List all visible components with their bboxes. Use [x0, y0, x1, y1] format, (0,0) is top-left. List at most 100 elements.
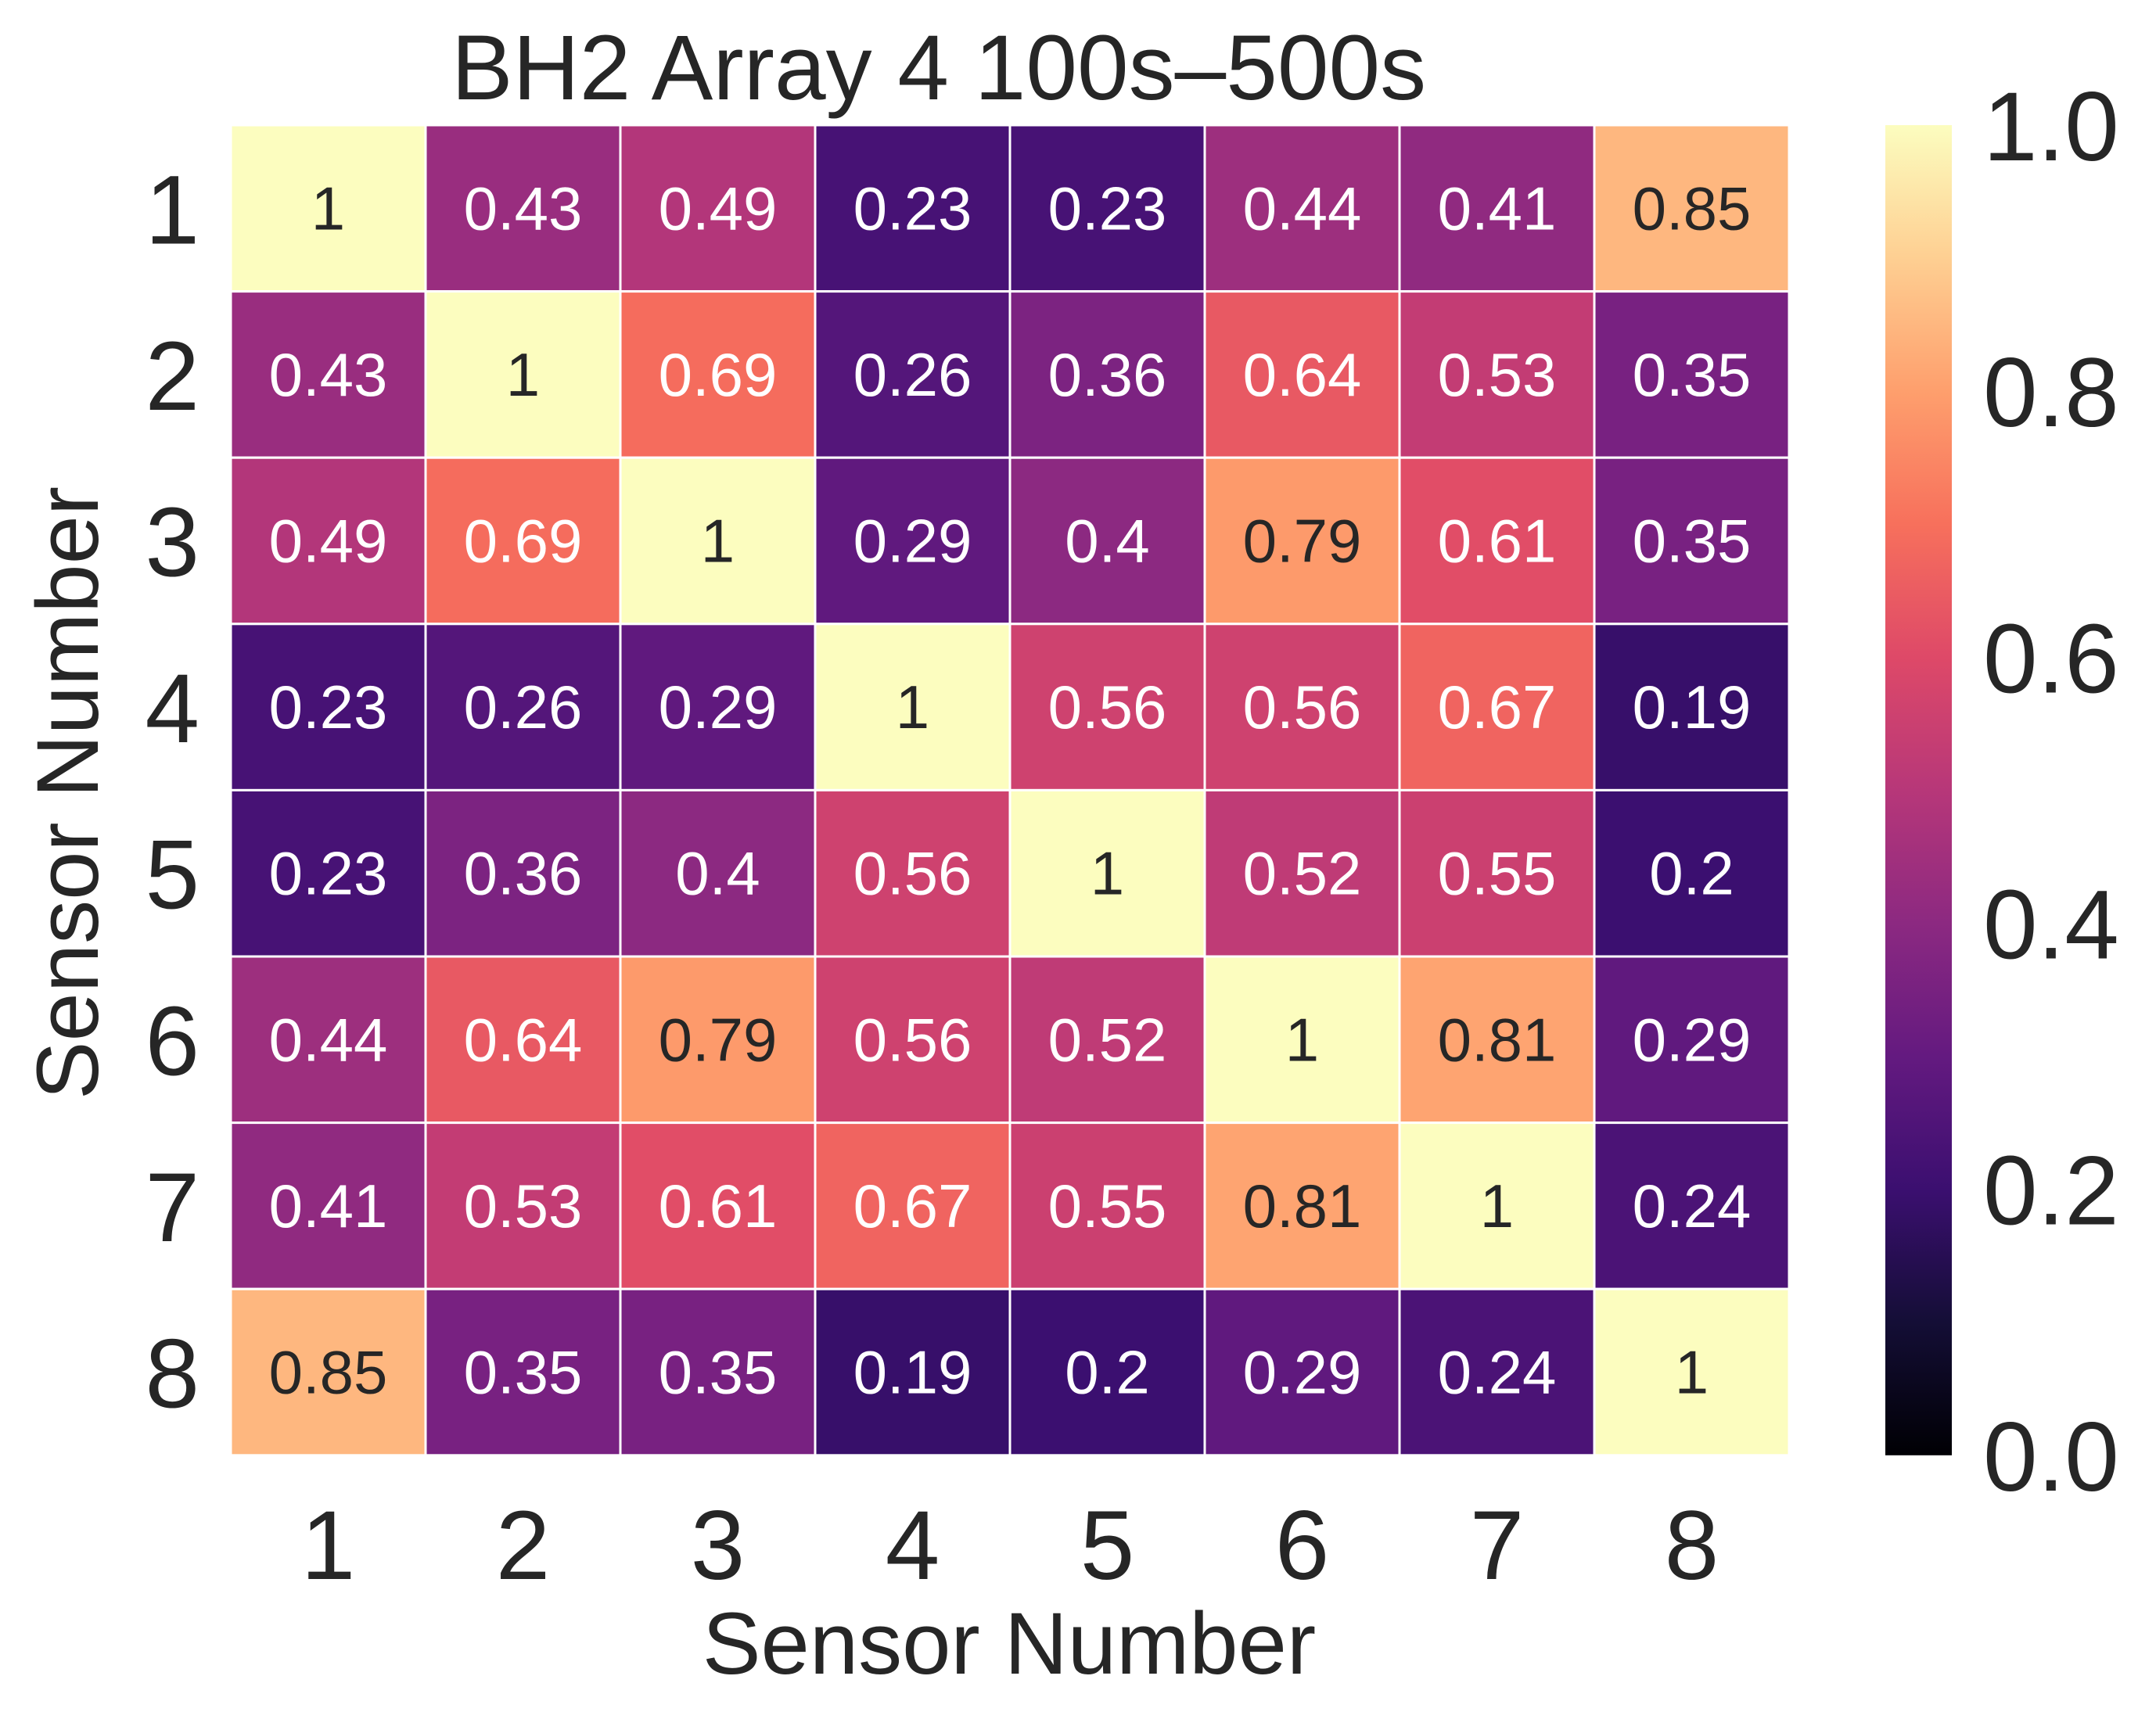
- cell-value-label: 0.81: [1243, 1172, 1362, 1240]
- colorbar-tick-label: 0.8: [1983, 339, 2119, 447]
- cell-value-label: 0.24: [1633, 1172, 1752, 1240]
- cell-value-label: 0.56: [853, 839, 972, 908]
- cell-value-label: 0.81: [1438, 1005, 1557, 1074]
- cell-value-label: 0.36: [464, 839, 583, 908]
- chart-title: BH2 Array 4 100s–500s: [451, 16, 1426, 120]
- cell-value-label: 0.23: [269, 839, 388, 908]
- cell-value-label: 0.67: [853, 1172, 972, 1240]
- heatmap-cell: [229, 456, 427, 626]
- heatmap-cell: [619, 788, 817, 958]
- y-tick-label: 3: [145, 489, 199, 598]
- colorbar-gradient: [1885, 125, 1952, 1455]
- heatmap-cell: [814, 290, 1012, 459]
- cell-value-label: 1: [701, 507, 735, 576]
- heatmap-cell: [1398, 456, 1596, 626]
- cell-value-label: 0.49: [659, 174, 778, 242]
- cell-value-label: 0.35: [1633, 507, 1752, 576]
- cell-value-label: 0.35: [464, 1338, 583, 1407]
- cell-value-label: 0.85: [1633, 174, 1752, 242]
- cell-value-label: 0.61: [659, 1172, 778, 1240]
- cell-value-label: 0.35: [1633, 340, 1752, 409]
- cell-value-label: 0.4: [1065, 507, 1149, 576]
- heatmap-cell: [1203, 788, 1401, 958]
- cell-value-label: 0.29: [1633, 1005, 1752, 1074]
- heatmap-cell: [1203, 456, 1401, 626]
- heatmap-cell: [619, 124, 817, 293]
- cell-value-label: 0.2: [1065, 1338, 1149, 1407]
- cell-value-label: 0.23: [853, 174, 972, 242]
- heatmap-cell: [814, 124, 1012, 293]
- colorbar-tick-label: 0.6: [1983, 605, 2119, 713]
- heatmap-cell: [1593, 290, 1791, 459]
- x-axis-label: Sensor Number: [702, 1595, 1316, 1692]
- cell-value-label: 1: [1091, 839, 1124, 908]
- heatmap-cell: [814, 623, 1012, 791]
- y-tick-label: 7: [145, 1154, 199, 1262]
- cell-value-label: 0.55: [1438, 839, 1557, 908]
- heatmap-cell: [1008, 1287, 1206, 1457]
- heatmap-cell: [1398, 955, 1596, 1125]
- heatmap-cell: [1008, 1121, 1206, 1290]
- heatmap-cell: [814, 1287, 1012, 1457]
- heatmap-cell: [1008, 290, 1206, 459]
- cell-value-label: 1: [506, 340, 540, 409]
- cell-value-label: 0.19: [1633, 673, 1752, 741]
- heatmap-cell: [1398, 1121, 1596, 1290]
- cell-value-label: 1: [1480, 1172, 1514, 1240]
- cell-value-label: 0.43: [464, 174, 583, 242]
- cell-value-label: 0.79: [1243, 507, 1362, 576]
- cell-value-label: 0.23: [1048, 174, 1167, 242]
- cell-value-label: 0.29: [853, 507, 972, 576]
- cell-value-label: 0.41: [269, 1172, 388, 1240]
- cell-value-label: 0.56: [1048, 673, 1167, 741]
- cell-value-label: 0.64: [1243, 340, 1362, 409]
- colorbar-tick-labels: 0.0 0.2 0.4 0.6 0.8 1.0: [1983, 73, 2119, 1512]
- cell-value-label: 0.52: [1048, 1005, 1167, 1074]
- heatmap-cell: [619, 1287, 817, 1457]
- heatmap-cell: [1008, 456, 1206, 626]
- heatmap-cell: [1203, 290, 1401, 459]
- cell-value-label: 0.52: [1243, 839, 1362, 908]
- cell-value-label: 0.55: [1048, 1172, 1167, 1240]
- cell-value-label: 1: [311, 174, 345, 242]
- heatmap-cell: [1593, 1287, 1791, 1457]
- heatmap-cell: [229, 623, 427, 791]
- heatmap-cell: [1008, 788, 1206, 958]
- x-tick-label: 8: [1665, 1491, 1719, 1600]
- y-tick-labels: 1 2 3 4 5 6 7 8: [145, 156, 199, 1428]
- cell-value-label: 0.4: [675, 839, 760, 908]
- cell-value-label: 1: [1675, 1338, 1709, 1407]
- y-tick-label: 1: [145, 156, 199, 264]
- cell-value-label: 0.53: [1438, 340, 1557, 409]
- colorbar-tick-label: 0.2: [1983, 1137, 2119, 1246]
- cell-value-label: 0.67: [1438, 673, 1557, 741]
- cell-value-label: 0.85: [269, 1338, 388, 1407]
- y-tick-label: 4: [145, 655, 199, 763]
- y-tick-label: 6: [145, 987, 199, 1096]
- y-tick-label: 2: [145, 322, 199, 431]
- colorbar: 0.0 0.2 0.4 0.6 0.8 1.0: [1885, 73, 2119, 1512]
- cell-value-label: 0.36: [1048, 340, 1167, 409]
- heatmap-cell: [1008, 955, 1206, 1125]
- heatmap-cell: [424, 955, 622, 1125]
- cell-value-label: 0.19: [853, 1338, 972, 1407]
- heatmap-cell: [1593, 955, 1791, 1125]
- cell-value-label: 0.44: [1243, 174, 1362, 242]
- cell-value-label: 1: [896, 673, 929, 741]
- cell-value-label: 0.35: [659, 1338, 778, 1407]
- cell-value-label: 0.2: [1649, 839, 1734, 908]
- x-tick-label: 5: [1080, 1491, 1135, 1600]
- heatmap-cell: [1203, 1121, 1401, 1290]
- heatmap-cell: [229, 1287, 427, 1457]
- heatmap-cells: 1 0.43 0.49 0.23 0.23 0.44 0.41 0.850.43 1 0.69 0.…: [229, 124, 1791, 1457]
- heatmap-cell: [1203, 955, 1401, 1125]
- heatmap-cell: [619, 456, 817, 626]
- heatmap-cell: [1593, 1121, 1791, 1290]
- heatmap-cell: [619, 955, 817, 1125]
- heatmap-cell: [814, 456, 1012, 626]
- heatmap-cell: [1008, 124, 1206, 293]
- cell-value-label: 0.56: [853, 1005, 972, 1074]
- heatmap-cell: [424, 124, 622, 293]
- cell-value-label: 0.53: [464, 1172, 583, 1240]
- cell-value-label: 0.69: [659, 340, 778, 409]
